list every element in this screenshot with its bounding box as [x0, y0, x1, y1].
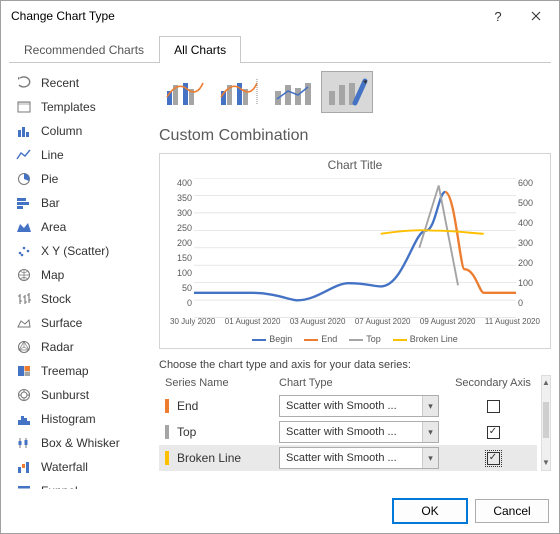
tab-strip: Recommended Charts All Charts [1, 35, 559, 62]
sidebar-item-column[interactable]: Column [9, 119, 149, 143]
chevron-down-icon: ▾ [422, 448, 438, 468]
chart-plot-area [194, 178, 516, 318]
scroll-up-icon[interactable]: ▲ [542, 376, 550, 390]
secondary-axis-checkbox[interactable] [487, 400, 500, 413]
right-axis: 6005004003002001000 [518, 178, 544, 308]
sidebar-item-templates[interactable]: Templates [9, 95, 149, 119]
sunburst-icon [15, 387, 33, 403]
combo-subtype-custom[interactable] [321, 71, 373, 113]
radar-icon [15, 339, 33, 355]
scroll-down-icon[interactable]: ▼ [542, 456, 550, 470]
chart-title: Chart Title [160, 154, 550, 172]
treemap-icon [15, 363, 33, 379]
sidebar-item-recent[interactable]: Recent [9, 71, 149, 95]
sidebar-item-sunburst[interactable]: Sunburst [9, 383, 149, 407]
subtype-thumbnails [159, 71, 551, 113]
recent-icon [15, 75, 33, 91]
series-row-broken-line[interactable]: Broken Line Scatter with Smooth ...▾ ✓ [159, 445, 537, 471]
secondary-axis-checkbox[interactable]: ✓ [487, 426, 500, 439]
sidebar-item-map[interactable]: Map [9, 263, 149, 287]
series-swatch [165, 399, 169, 413]
chevron-down-icon: ▾ [422, 422, 438, 442]
sidebar-item-boxwhisker[interactable]: Box & Whisker [9, 431, 149, 455]
chart-legend: Begin End Top Broken Line [160, 334, 550, 344]
sidebar-item-pie[interactable]: Pie [9, 167, 149, 191]
section-title: Custom Combination [159, 127, 551, 145]
series-header: Series Name Chart Type Secondary Axis [159, 375, 537, 393]
column-icon [15, 123, 33, 139]
histogram-icon [15, 411, 33, 427]
sidebar-item-line[interactable]: Line [9, 143, 149, 167]
sidebar-item-treemap[interactable]: Treemap [9, 359, 149, 383]
dialog-title: Change Chart Type [11, 9, 479, 23]
chart-type-dropdown[interactable]: Scatter with Smooth ...▾ [279, 395, 439, 417]
sidebar-item-stock[interactable]: Stock [9, 287, 149, 311]
sidebar-item-funnel[interactable]: Funnel [9, 479, 149, 489]
title-bar: Change Chart Type ? [1, 1, 559, 31]
main-pane: Custom Combination Chart Title 400350300… [159, 71, 551, 489]
series-row-top[interactable]: Top Scatter with Smooth ...▾ ✓ [159, 419, 537, 445]
bar-icon [15, 195, 33, 211]
combo-subtype-2[interactable] [213, 71, 265, 113]
secondary-axis-checkbox[interactable]: ✓ [487, 452, 500, 465]
line-icon [15, 147, 33, 163]
sidebar-item-histogram[interactable]: Histogram [9, 407, 149, 431]
waterfall-icon [15, 459, 33, 475]
series-swatch [165, 425, 169, 439]
help-button[interactable]: ? [479, 3, 517, 29]
series-instruction: Choose the chart type and axis for your … [159, 359, 551, 371]
series-table: Series Name Chart Type Secondary Axis En… [159, 375, 551, 471]
chart-type-dropdown[interactable]: Scatter with Smooth ...▾ [279, 447, 439, 469]
sidebar-item-scatter[interactable]: X Y (Scatter) [9, 239, 149, 263]
boxwhisker-icon [15, 435, 33, 451]
cancel-button[interactable]: Cancel [475, 499, 549, 523]
sidebar-item-area[interactable]: Area [9, 215, 149, 239]
map-icon [15, 267, 33, 283]
series-row-end[interactable]: End Scatter with Smooth ...▾ [159, 393, 537, 419]
tab-all-charts[interactable]: All Charts [159, 36, 241, 63]
change-chart-type-dialog: Change Chart Type ? Recommended Charts A… [0, 0, 560, 534]
scatter-icon [15, 243, 33, 259]
combo-subtype-1[interactable] [159, 71, 211, 113]
chart-preview: Chart Title 400350300250200150100500 600… [159, 153, 551, 349]
x-axis: 30 July 202001 August 202003 August 2020… [170, 317, 540, 326]
ok-button[interactable]: OK [393, 499, 467, 523]
sidebar-item-bar[interactable]: Bar [9, 191, 149, 215]
sidebar-item-waterfall[interactable]: Waterfall [9, 455, 149, 479]
series-swatch [165, 451, 169, 465]
sidebar-item-surface[interactable]: Surface [9, 311, 149, 335]
surface-icon [15, 315, 33, 331]
chart-type-dropdown[interactable]: Scatter with Smooth ...▾ [279, 421, 439, 443]
close-button[interactable] [517, 3, 555, 29]
area-icon [15, 219, 33, 235]
pie-icon [15, 171, 33, 187]
chevron-down-icon: ▾ [422, 396, 438, 416]
stock-icon [15, 291, 33, 307]
templates-icon [15, 99, 33, 115]
chart-type-sidebar: Recent Templates Column Line Pie Bar Are… [9, 71, 149, 489]
tab-recommended[interactable]: Recommended Charts [9, 36, 159, 63]
series-scrollbar[interactable]: ▲ ▼ [541, 375, 551, 471]
combo-subtype-3[interactable] [267, 71, 319, 113]
dialog-footer: OK Cancel [1, 489, 559, 533]
sidebar-item-radar[interactable]: Radar [9, 335, 149, 359]
left-axis: 400350300250200150100500 [166, 178, 192, 308]
